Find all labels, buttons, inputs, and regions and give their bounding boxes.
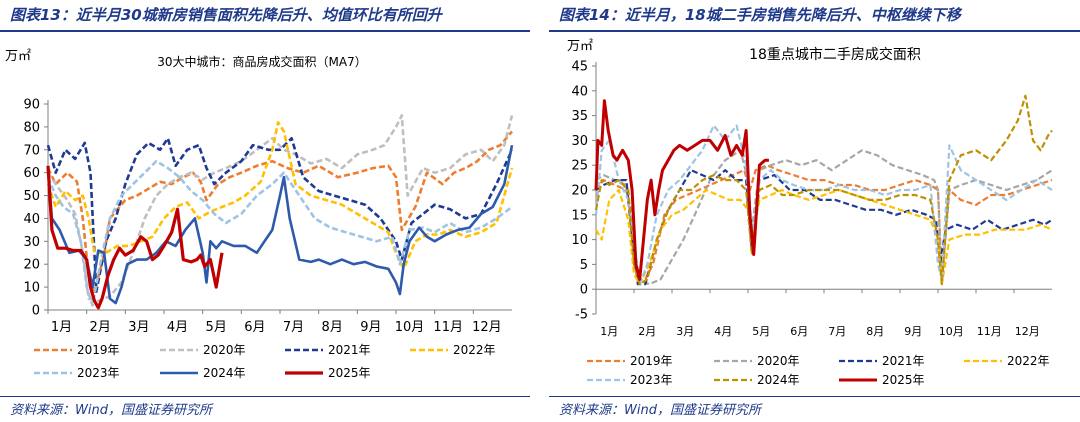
x-tick-label: 3月 bbox=[676, 325, 694, 338]
legend-label: 2021年 bbox=[882, 354, 925, 368]
series-line-2021年 bbox=[46, 137, 514, 294]
legend-label: 2024年 bbox=[757, 373, 800, 387]
x-tick-label: 5月 bbox=[752, 325, 770, 338]
series-line-2020年 bbox=[595, 149, 1053, 286]
series-line-2025年 bbox=[46, 165, 224, 310]
legend-label: 2019年 bbox=[630, 354, 673, 368]
chart-title: 30大中城市：商品房成交面积（MA7） bbox=[157, 54, 366, 69]
legend-label: 2025年 bbox=[328, 366, 371, 380]
y-tick-label: 20 bbox=[571, 184, 588, 199]
x-tick-label: 8月 bbox=[866, 325, 884, 338]
y-tick-label: 30 bbox=[571, 134, 588, 149]
title-divider bbox=[0, 30, 530, 32]
x-tick-label: 2月 bbox=[90, 320, 111, 335]
y-tick-label: 40 bbox=[23, 212, 40, 227]
y-tick-label: 90 bbox=[23, 98, 40, 113]
x-tick-label: 9月 bbox=[360, 320, 381, 335]
y-axis-unit-label: 万㎡ bbox=[567, 39, 593, 54]
y-tick-label: 50 bbox=[23, 189, 40, 204]
y-tick-label: 60 bbox=[23, 166, 40, 181]
x-tick-label: 6月 bbox=[244, 320, 265, 335]
y-tick-label: 45 bbox=[571, 60, 588, 75]
y-tick-label: -5 bbox=[575, 308, 588, 323]
x-tick-label: 4月 bbox=[167, 320, 188, 335]
x-tick-label: 12月 bbox=[472, 320, 502, 335]
x-tick-label: 5月 bbox=[206, 320, 227, 335]
y-tick-label: 20 bbox=[23, 258, 40, 273]
source-divider bbox=[549, 396, 1080, 397]
x-tick-label: 7月 bbox=[828, 325, 846, 338]
series-line-2021年 bbox=[595, 169, 1053, 286]
y-tick-label: 35 bbox=[571, 109, 588, 124]
x-tick-label: 2月 bbox=[638, 325, 656, 338]
figure-title: 图表13：近半月30城新房销售面积先降后升、均值环比有所回升 bbox=[10, 6, 442, 24]
y-tick-label: 10 bbox=[571, 233, 588, 248]
x-tick-label: 4月 bbox=[714, 325, 732, 338]
figure-title: 图表14：近半月，18城二手房销售先降后升、中枢继续下移 bbox=[559, 6, 961, 24]
x-tick-label: 7月 bbox=[283, 320, 304, 335]
legend-label: 2021年 bbox=[328, 343, 371, 357]
series-line-2022年 bbox=[595, 188, 1053, 286]
y-tick-label: 10 bbox=[23, 281, 40, 296]
legend-label: 2020年 bbox=[203, 343, 246, 357]
y-tick-label: 0 bbox=[580, 283, 588, 298]
series-line-2025年 bbox=[594, 99, 769, 281]
legend-label: 2025年 bbox=[882, 373, 925, 387]
series-line-2024年 bbox=[594, 94, 1053, 286]
y-tick-label: 0 bbox=[32, 304, 40, 319]
source-note: 资料来源：Wind，国盛证券研究所 bbox=[559, 403, 761, 418]
series-line-2019年 bbox=[595, 164, 1053, 281]
x-tick-label: 3月 bbox=[128, 320, 149, 335]
series-line-2024年 bbox=[46, 144, 514, 305]
x-tick-label: 8月 bbox=[322, 320, 343, 335]
left-figure-panel: 图表13：近半月30城新房销售面积先降后升、均值环比有所回升 30大中城市：商品… bbox=[0, 0, 530, 422]
series-line-2023年 bbox=[594, 124, 1053, 286]
legend-label: 2024年 bbox=[203, 366, 246, 380]
chart-title: 18重点城市二手房成交面积 bbox=[749, 46, 921, 63]
x-tick-label: 1月 bbox=[51, 320, 72, 335]
chart-30-city-new-home-sales: 30大中城市：商品房成交面积（MA7） 万㎡ 0 10 20 30 40 50 60 70 80 90… bbox=[5, 49, 514, 380]
x-tick-label: 9月 bbox=[904, 325, 922, 338]
y-tick-label: 5 bbox=[580, 258, 588, 273]
x-tick-label: 11月 bbox=[433, 320, 463, 335]
x-tick-label: 11月 bbox=[977, 325, 1002, 338]
source-divider bbox=[0, 396, 530, 397]
x-tick-label: 1月 bbox=[600, 325, 618, 338]
y-tick-label: 40 bbox=[571, 84, 588, 99]
legend-label: 2020年 bbox=[757, 354, 800, 368]
y-tick-label: 25 bbox=[571, 159, 588, 174]
x-tick-label: 10月 bbox=[395, 320, 425, 335]
right-figure-panel: 图表14：近半月，18城二手房销售先降后升、中枢继续下移 18重点城市二手房成交… bbox=[549, 0, 1080, 422]
y-tick-label: 70 bbox=[23, 143, 40, 158]
legend-label: 2022年 bbox=[1007, 354, 1050, 368]
x-tick-label: 6月 bbox=[790, 325, 808, 338]
y-axis-unit-label: 万㎡ bbox=[5, 49, 31, 64]
legend-label: 2019年 bbox=[77, 343, 120, 357]
x-tick-label: 12月 bbox=[1015, 325, 1040, 338]
y-tick-label: 30 bbox=[23, 235, 40, 250]
legend-label: 2023年 bbox=[630, 373, 673, 387]
y-tick-label: 80 bbox=[23, 120, 40, 135]
legend-label: 2023年 bbox=[77, 366, 120, 380]
chart-18-city-second-hand-sales: 18重点城市二手房成交面积 万㎡ -5 0 5 10 15 20 25 30 35 40 45 1月 2月 3… bbox=[567, 39, 1053, 387]
series-line-2020年 bbox=[46, 114, 514, 303]
title-divider bbox=[549, 30, 1080, 32]
legend-label: 2022年 bbox=[453, 343, 496, 357]
y-tick-label: 15 bbox=[571, 208, 588, 223]
source-note: 资料来源：Wind，国盛证券研究所 bbox=[10, 403, 212, 418]
x-tick-label: 10月 bbox=[939, 325, 964, 338]
